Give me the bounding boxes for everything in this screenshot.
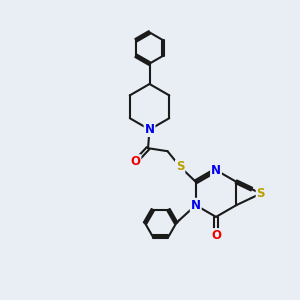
- Text: N: N: [145, 123, 154, 136]
- Text: S: S: [176, 160, 184, 173]
- Text: S: S: [256, 187, 265, 200]
- Text: N: N: [211, 164, 221, 177]
- Text: N: N: [191, 199, 201, 212]
- Text: O: O: [211, 229, 221, 242]
- Text: O: O: [130, 155, 140, 168]
